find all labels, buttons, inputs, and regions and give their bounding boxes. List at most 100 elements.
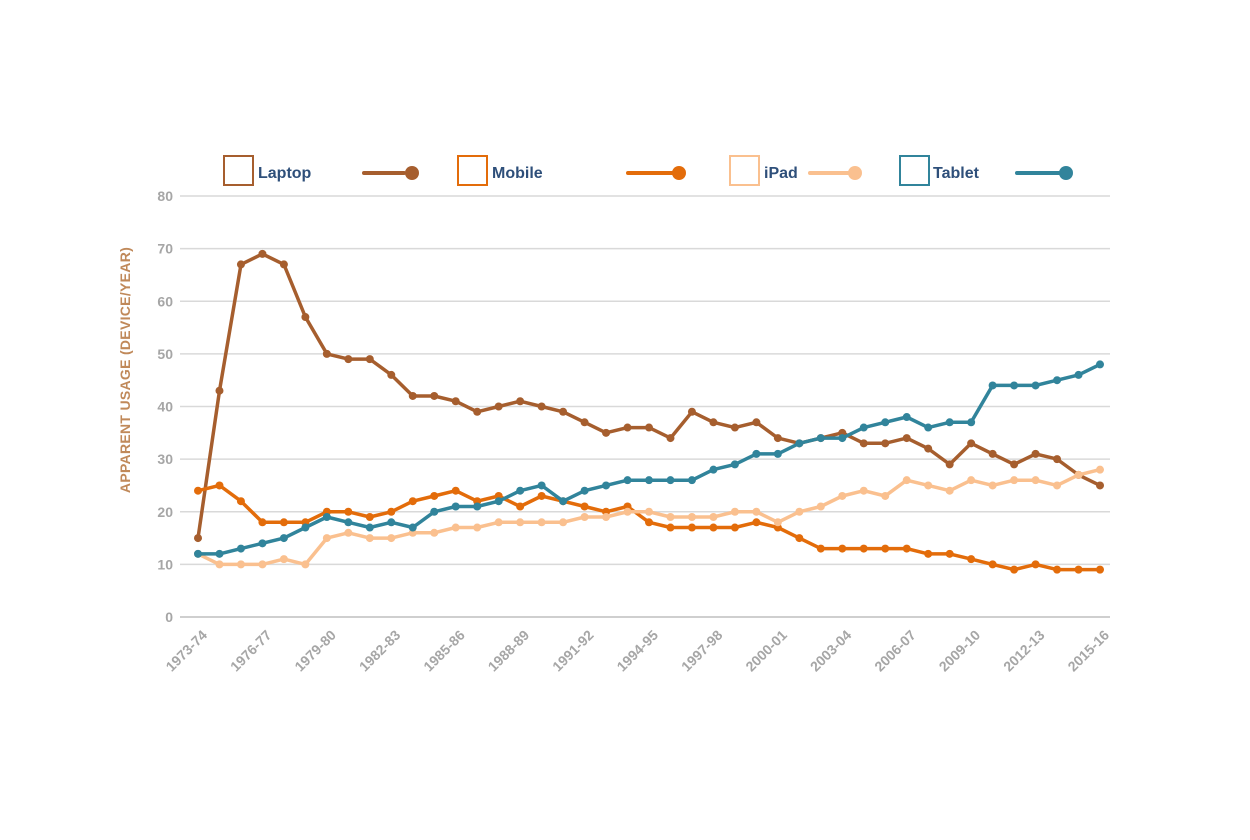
laptop-point xyxy=(1031,449,1040,458)
x-tick-label: 1991-92 xyxy=(549,627,597,675)
tablet-point xyxy=(645,476,653,485)
mobile-point xyxy=(236,497,245,506)
legend: Laptop Mobile iPad Tablet xyxy=(223,155,1073,186)
tablet-point xyxy=(344,518,353,527)
laptop-point xyxy=(773,434,782,443)
y-tick-label: 0 xyxy=(165,609,173,625)
mobile-point xyxy=(451,486,460,495)
legend-marker xyxy=(848,166,862,180)
mobile-point xyxy=(215,481,224,490)
ipad-point xyxy=(838,491,847,500)
tablet-point xyxy=(602,481,611,490)
laptop-point xyxy=(1010,460,1019,469)
laptop-point xyxy=(494,402,503,411)
tablet-point xyxy=(666,476,675,485)
tablet-point xyxy=(795,439,804,448)
laptop-point xyxy=(602,428,611,437)
tablet-point xyxy=(687,476,696,485)
ipad-point xyxy=(301,560,310,569)
laptop-point xyxy=(516,397,525,406)
ipad-point xyxy=(752,507,761,516)
mobile-point xyxy=(967,555,976,564)
laptop-point xyxy=(430,391,439,400)
mobile-point xyxy=(859,544,868,553)
ipad-point xyxy=(1074,470,1083,479)
mobile-point xyxy=(1074,565,1083,574)
ipad-point xyxy=(773,518,782,527)
laptop-point xyxy=(365,355,374,364)
y-tick-label: 20 xyxy=(157,504,173,520)
tablet-point xyxy=(709,465,718,474)
laptop-point xyxy=(752,418,761,427)
x-tick-label: 2009-10 xyxy=(936,627,984,675)
x-tick-label: 2006-07 xyxy=(871,627,919,675)
tablet-point xyxy=(494,497,503,506)
tablet-point xyxy=(1031,381,1040,390)
laptop-point xyxy=(730,423,739,432)
ipad-point xyxy=(623,507,632,516)
mobile-point xyxy=(537,491,546,500)
ipad-point xyxy=(1053,481,1062,490)
ipad-point xyxy=(516,518,525,527)
legend-marker xyxy=(672,166,686,180)
tablet-point xyxy=(838,434,847,443)
tablet-point xyxy=(816,434,825,443)
laptop-point xyxy=(924,444,933,453)
y-tick-label: 50 xyxy=(157,346,173,362)
ipad-point xyxy=(387,534,396,543)
mobile-point xyxy=(902,544,911,553)
ipad-point xyxy=(1010,476,1019,485)
x-tick-label: 1988-89 xyxy=(485,627,533,675)
legend-item-ipad: iPad xyxy=(729,155,862,186)
ipad-point xyxy=(945,486,954,495)
mobile-point xyxy=(924,549,933,558)
ipad-point xyxy=(473,523,482,532)
tablet-point xyxy=(623,476,632,485)
ipad-point xyxy=(1096,465,1104,474)
laptop-line xyxy=(196,252,1102,540)
tablet-point xyxy=(1074,370,1083,379)
laptop-point xyxy=(236,260,245,269)
x-tick-label: 1976-77 xyxy=(227,627,275,675)
legend-label: Laptop xyxy=(258,165,312,182)
mobile-point xyxy=(258,518,267,527)
mobile-point xyxy=(1096,565,1104,574)
mobile-point xyxy=(645,518,653,527)
x-tick-label: 2015-16 xyxy=(1064,627,1112,675)
ipad-point xyxy=(580,513,589,522)
tablet-point xyxy=(537,481,546,490)
ipad-point xyxy=(451,523,460,532)
ipad-point xyxy=(881,491,890,500)
y-tick-label: 70 xyxy=(157,241,173,257)
x-tick-label: 1982-83 xyxy=(356,627,404,675)
legend-swatch xyxy=(457,155,488,186)
laptop-point xyxy=(623,423,632,432)
tablet-point xyxy=(516,486,525,495)
mobile-point xyxy=(687,523,696,532)
ipad-point xyxy=(816,502,825,511)
tablet-point xyxy=(988,381,997,390)
tablet-point xyxy=(365,523,374,532)
laptop-point xyxy=(344,355,353,364)
laptop-point xyxy=(215,386,224,395)
ipad-point xyxy=(967,476,976,485)
ipad-point xyxy=(687,513,696,522)
tablet-point xyxy=(580,486,589,495)
laptop-point xyxy=(687,407,696,416)
x-tick-label: 1997-98 xyxy=(678,627,726,675)
legend-item-laptop: Laptop xyxy=(223,155,419,186)
ipad-point xyxy=(924,481,933,490)
x-tick-label: 1979-80 xyxy=(291,627,339,675)
laptop-point xyxy=(645,423,653,432)
ipad-point xyxy=(795,507,804,516)
series-tablet xyxy=(194,360,1104,558)
laptop-point xyxy=(580,418,589,427)
ipad-point xyxy=(559,518,568,527)
mobile-line xyxy=(196,483,1102,572)
laptop-point xyxy=(301,313,310,322)
laptop-point xyxy=(194,534,202,543)
legend-marker xyxy=(1059,166,1073,180)
laptop-point xyxy=(1096,481,1104,490)
